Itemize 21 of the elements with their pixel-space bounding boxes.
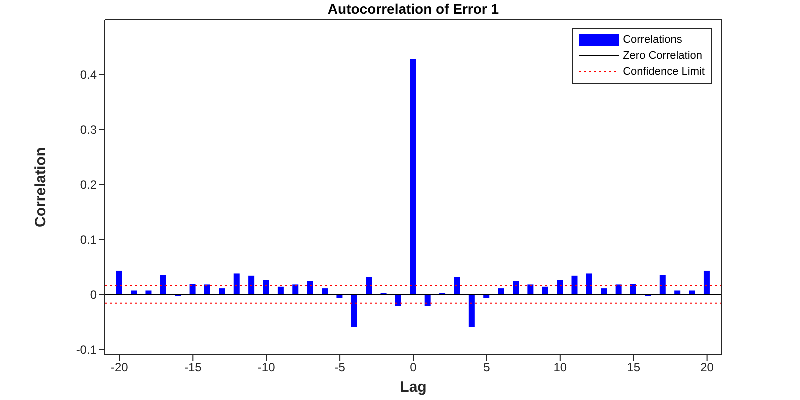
y-tick-label: 0.4 — [80, 68, 98, 82]
x-tick-label: 0 — [410, 360, 418, 375]
legend-label: Confidence Limit — [623, 66, 705, 78]
x-tick-label: 20 — [700, 360, 714, 375]
chart-title: Autocorrelation of Error 1 — [326, 1, 500, 17]
y-tick-label: 0 — [90, 288, 98, 302]
x-axis-title: Lag — [400, 379, 427, 396]
y-tick-label: -0.1 — [76, 342, 98, 357]
y-tick-label: 0.2 — [80, 178, 98, 192]
x-tick-label: -10 — [258, 360, 276, 375]
x-tick-label: 15 — [627, 360, 641, 375]
y-tick-label: 0.1 — [80, 232, 98, 247]
x-tick-label: -15 — [184, 360, 202, 375]
x-tick-label: 10 — [554, 360, 568, 375]
y-axis-title: Correlation — [32, 147, 50, 228]
x-tick-label: -5 — [334, 360, 346, 375]
y-tick-label: 0.3 — [80, 123, 98, 138]
x-tick-label: 5 — [484, 360, 491, 375]
legend-label: Zero Correlation — [623, 50, 703, 62]
x-tick-label: -20 — [111, 360, 129, 375]
legend-label: Correlations — [623, 34, 682, 46]
